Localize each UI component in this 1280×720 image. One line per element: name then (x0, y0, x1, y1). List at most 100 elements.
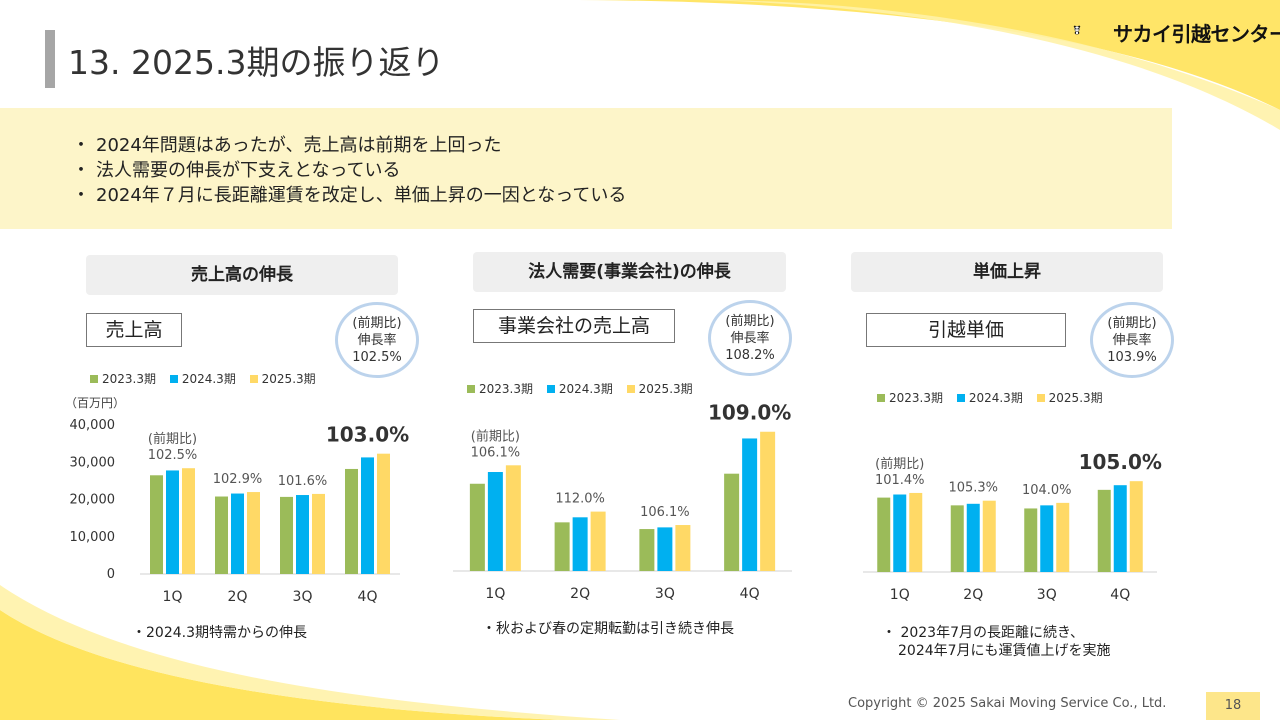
y-tick-label: 30,000 (70, 455, 116, 470)
x-tick-label: 3Q (1037, 587, 1057, 603)
legend-swatch-2024 (956, 394, 965, 402)
bar-1Q-2024.3期 (893, 494, 907, 572)
unit-price-note-line2: 2024年7月にも運賃値上げを実施 (898, 643, 1111, 659)
bar-4Q-2024.3期 (1113, 485, 1127, 572)
bar-3Q-2023.3期 (639, 529, 655, 571)
data-label: 101.4% (875, 473, 925, 488)
legend-swatch-2025 (1036, 394, 1045, 402)
x-tick-label: 1Q (890, 587, 910, 603)
data-label: 106.1% (640, 505, 690, 520)
unit-price-note-line1: ・ 2023年7月の長距離に続き、 (882, 625, 1085, 641)
bar-2Q-2024.3期 (231, 493, 244, 574)
y-tick-label: 40,000 (70, 418, 116, 433)
bar-2Q-2025.3期 (247, 492, 260, 574)
x-tick-label: 3Q (655, 586, 675, 602)
section-header-sales: 売上高の伸長 (86, 255, 398, 295)
data-label: 103.0% (326, 423, 409, 447)
bar-2Q-2023.3期 (554, 522, 570, 571)
data-label-prefix: (前期比) (148, 431, 197, 447)
bar-4Q-2023.3期 (345, 468, 358, 574)
chart-legend: 2023.3期 2024.3期 2025.3期 (877, 389, 1113, 406)
bar-3Q-2025.3期 (312, 493, 325, 574)
x-tick-label: 2Q (963, 587, 983, 603)
page-number: 18 (1206, 692, 1260, 720)
bar-4Q-2024.3期 (361, 457, 374, 574)
growth-rate-circle: (前期比) 伸長率 108.2% (708, 300, 792, 376)
bar-4Q-2025.3期 (1129, 481, 1143, 572)
legend-swatch-2023 (877, 394, 885, 402)
bar-3Q-2025.3期 (1056, 502, 1070, 572)
bar-3Q-2024.3期 (1040, 505, 1054, 572)
x-tick-label: 4Q (1110, 587, 1130, 603)
x-tick-label: 1Q (485, 586, 505, 602)
bar-2Q-2025.3期 (982, 500, 996, 572)
data-label-prefix: (前期比) (875, 456, 924, 472)
legend-swatch-2024 (169, 375, 178, 383)
corporate-note: ・秋および春の定期転勤は引き続き伸長 (482, 621, 734, 637)
data-label-prefix: (前期比) (471, 428, 520, 444)
bar-3Q-2023.3期 (280, 496, 293, 574)
chart-legend: 2023.3期 2024.3期 2025.3期 (90, 370, 326, 387)
x-tick-label: 2Q (228, 589, 248, 605)
x-tick-label: 4Q (358, 589, 378, 605)
bar-4Q-2025.3期 (377, 453, 390, 574)
legend-swatch-2023 (467, 385, 475, 393)
bar-3Q-2025.3期 (675, 525, 691, 571)
data-label: 101.6% (278, 474, 328, 489)
sales-label-box: 売上高 (86, 313, 182, 347)
section-header-corporate: 法人需要(事業会社)の伸長 (473, 252, 786, 292)
legend-swatch-2024 (546, 385, 555, 393)
bar-3Q-2023.3期 (1024, 508, 1038, 572)
summary-bullet: ・法人需要の伸長が下支えとなっている (72, 160, 401, 181)
summary-bullet: ・ 2024年問題はあったが、売上高は前期を上回った (72, 135, 502, 156)
x-tick-label: 3Q (293, 589, 313, 605)
bar-1Q-2023.3期 (877, 497, 891, 572)
data-label: 104.0% (1022, 483, 1072, 498)
sales-note: ・2024.3期特需からの伸長 (132, 625, 307, 641)
bar-2Q-2023.3期 (950, 505, 964, 572)
summary-box: ・ 2024年問題はあったが、売上高は前期を上回った ・法人需要の伸長が下支えとな… (0, 108, 1172, 229)
legend-swatch-2025 (249, 375, 258, 383)
y-tick-label: 10,000 (70, 530, 116, 545)
bar-2Q-2024.3期 (572, 517, 588, 571)
legend-swatch-2025 (626, 385, 635, 393)
bar-1Q-2024.3期 (166, 470, 179, 574)
data-label: 109.0% (708, 401, 791, 425)
sales-growth-chart: （百万円） 0 10,000 20,000 30,000 40,000 1Q 102.5%(前… (65, 396, 409, 605)
growth-rate-circle: (前期比) 伸長率 103.9% (1090, 302, 1174, 378)
y-axis-unit-label: （百万円） (65, 396, 125, 410)
x-tick-label: 2Q (570, 586, 590, 602)
bar-1Q-2025.3期 (909, 492, 923, 572)
bar-1Q-2025.3期 (505, 465, 521, 571)
data-label: 112.0% (555, 492, 605, 507)
bar-1Q-2023.3期 (150, 475, 163, 574)
y-tick-label: 0 (107, 567, 115, 582)
x-tick-label: 4Q (740, 586, 760, 602)
data-label: 102.9% (213, 472, 263, 487)
corporate-label-box: 事業会社の売上高 (473, 309, 675, 343)
unit-price-chart: 1Q 101.4%(前期比) 2Q 105.3% 3Q 104.0% 4Q 105.0% (863, 450, 1162, 603)
bar-4Q-2023.3期 (1097, 489, 1111, 572)
legend-swatch-2023 (90, 375, 98, 383)
bar-4Q-2023.3期 (724, 473, 740, 571)
data-label: 102.5% (148, 448, 198, 463)
growth-rate-circle: (前期比) 伸長率 102.5% (335, 302, 419, 378)
unit-price-label-box: 引越単価 (866, 313, 1066, 347)
panda-icon (1073, 25, 1081, 35)
bar-1Q-2025.3期 (182, 468, 195, 574)
bar-3Q-2024.3期 (657, 527, 673, 571)
section-header-unit-price: 単価上昇 (851, 252, 1163, 292)
page-title: 13. 2025.3期の振り返り (68, 43, 445, 82)
x-tick-label: 1Q (163, 589, 183, 605)
data-label: 105.0% (1079, 450, 1162, 474)
data-label: 105.3% (948, 481, 998, 496)
bar-3Q-2024.3期 (296, 495, 309, 574)
title-accent-bar (45, 30, 55, 88)
bar-2Q-2025.3期 (590, 511, 606, 571)
bar-4Q-2025.3期 (760, 431, 776, 571)
bar-2Q-2024.3期 (966, 503, 980, 572)
bar-2Q-2023.3期 (215, 496, 228, 574)
summary-bullet: ・ 2024年７月に長距離運賃を改定し、単価上昇の一因となっている (72, 185, 627, 206)
